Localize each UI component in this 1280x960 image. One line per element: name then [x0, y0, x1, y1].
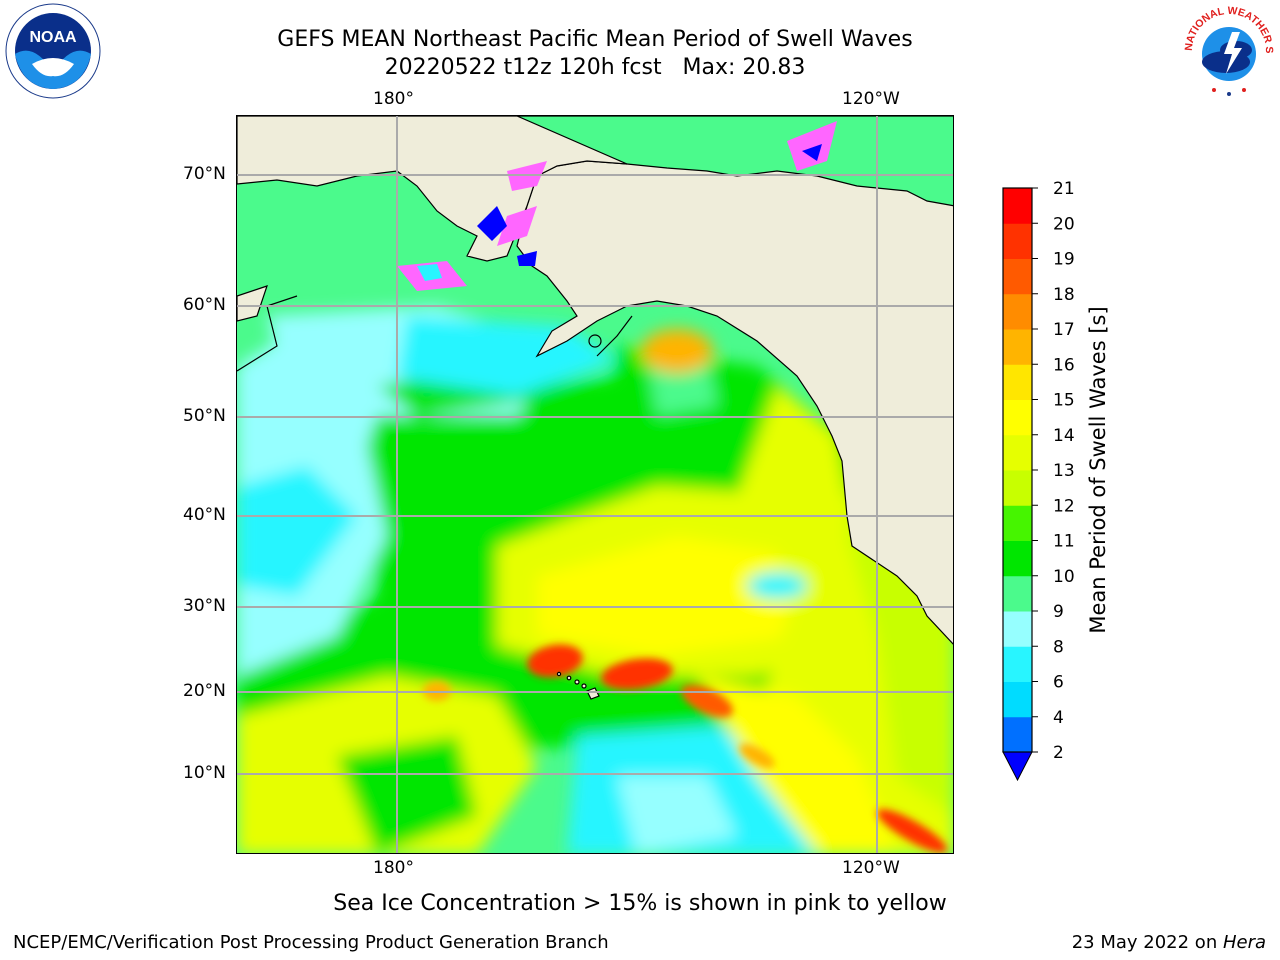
- lat-label-30n: 30°N: [183, 596, 226, 616]
- noaa-logo-text: NOAA: [29, 29, 77, 46]
- colorbar-tick-label: 11: [1053, 532, 1075, 552]
- colorbar-tick-label: 19: [1053, 250, 1075, 270]
- colorbar-segment: [1003, 646, 1032, 682]
- colorbar-segment: [1003, 716, 1032, 753]
- colorbar-tick-label: 12: [1053, 496, 1075, 516]
- colorbar-segments: [1003, 188, 1032, 753]
- colorbar-segment: [1003, 611, 1032, 647]
- lon-label-bottom-120w: 120°W: [842, 858, 900, 878]
- colorbar-tick-label: 10: [1053, 567, 1075, 587]
- land-masses: [237, 116, 953, 645]
- colorbar-tick-label: 4: [1053, 708, 1064, 728]
- footer-host: Hera: [1222, 932, 1266, 953]
- swell-maxima: [423, 644, 947, 853]
- nws-logo-icon: NATIONAL WEATHER SERVICE: [1176, 0, 1278, 100]
- colorbar-segment: [1003, 258, 1032, 295]
- lat-label-10n: 10°N: [183, 763, 226, 783]
- lat-label-40n: 40°N: [183, 505, 226, 525]
- colorbar-tick-label: 9: [1053, 602, 1064, 622]
- colorbar-under-triangle: [1002, 751, 1033, 782]
- coastlines: [237, 295, 633, 372]
- map-panel: [236, 115, 954, 854]
- lat-label-70n: 70°N: [183, 164, 226, 184]
- colorbar-tick-label: 20: [1053, 214, 1075, 234]
- colorbar-tick-label: 6: [1053, 673, 1064, 693]
- lat-label-50n: 50°N: [183, 406, 226, 426]
- colorbar-segment: [1003, 399, 1032, 436]
- lon-label-bottom-180: 180°: [373, 858, 414, 878]
- colorbar-segment: [1003, 364, 1032, 400]
- footer-credit: NCEP/EMC/Verification Post Processing Pr…: [13, 932, 609, 953]
- colorbar-segment: [1003, 505, 1032, 541]
- lon-label-top-120w: 120°W: [842, 89, 900, 109]
- hawaii-islands: [556, 671, 600, 700]
- colorbar-tick-label: 16: [1053, 355, 1075, 375]
- colorbar-segment: [1003, 188, 1032, 224]
- sea-ice-note: Sea Ice Concentration > 15% is shown in …: [333, 891, 947, 916]
- lat-label-60n: 60°N: [183, 295, 226, 315]
- colorbar-tick-label: 15: [1053, 391, 1075, 411]
- colorbar-tick-label: 2: [1053, 743, 1064, 763]
- colorbar-segment: [1003, 434, 1032, 471]
- colorbar-segment: [1003, 329, 1032, 365]
- colorbar-tick-label: 17: [1053, 320, 1075, 340]
- colorbar-tick-label: 14: [1053, 426, 1075, 446]
- colorbar-tick-label: 8: [1053, 637, 1064, 657]
- colorbar: 2 4 6 8 9 10 11 12 13 14 15 16 17 18 19 20 21: [1002, 180, 1075, 782]
- chart-title: GEFS MEAN Northeast Pacific Mean Period …: [0, 26, 1190, 82]
- graticule: [237, 116, 953, 853]
- colorbar-label: Mean Period of Swell Waves [s]: [1086, 306, 1110, 634]
- footer-date: 23 May 2022 on Hera: [1072, 932, 1266, 953]
- swell-period-map: [237, 116, 953, 853]
- colorbar-segment: [1003, 681, 1032, 718]
- lon-label-top-180: 180°: [373, 89, 414, 109]
- colorbar-segment: [1003, 470, 1032, 506]
- footer-date-text: 23 May 2022 on: [1071, 932, 1223, 953]
- title-line-1: GEFS MEAN Northeast Pacific Mean Period …: [277, 27, 913, 52]
- colorbar-tick-label: 21: [1053, 180, 1075, 199]
- colorbar-segment: [1003, 293, 1032, 330]
- colorbar-ticks: 2 4 6 8 9 10 11 12 13 14 15 16 17 18 19 20 21: [1032, 180, 1075, 763]
- noaa-logo-icon: NOAA: [4, 2, 102, 100]
- colorbar-tick-label: 18: [1053, 285, 1075, 305]
- colorbar-segment: [1003, 575, 1032, 612]
- colorbar-tick-label: 13: [1053, 461, 1075, 481]
- colorbar-segment: [1003, 540, 1032, 577]
- lat-label-20n: 20°N: [183, 681, 226, 701]
- sea-ice: [397, 121, 837, 291]
- colorbar-segment: [1003, 223, 1032, 259]
- title-line-2: 20220522 t12z 120h fcst Max: 20.83: [384, 55, 806, 80]
